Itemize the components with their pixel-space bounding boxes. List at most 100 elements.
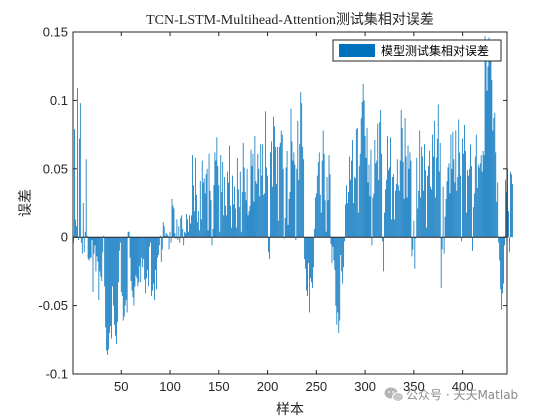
bar: [155, 237, 156, 271]
bar: [333, 237, 335, 261]
bar: [179, 237, 181, 243]
x-tick-label: 400: [452, 379, 474, 394]
bar: [120, 237, 122, 292]
bar: [355, 129, 357, 238]
bar: [392, 177, 393, 238]
bar: [455, 130, 457, 238]
bar: [95, 237, 97, 272]
bar: [429, 151, 430, 238]
bar: [397, 185, 399, 238]
bar: [422, 156, 424, 238]
bar: [322, 130, 324, 238]
bar: [188, 231, 189, 238]
bar: [480, 155, 482, 238]
bar: [116, 237, 117, 344]
y-tick-label: -0.1: [46, 367, 68, 382]
bar: [404, 118, 406, 238]
bar: [97, 237, 99, 262]
wechat-icon: [384, 387, 404, 402]
bar: [181, 215, 183, 238]
bar: [262, 144, 264, 238]
bar: [100, 237, 102, 277]
bar: [249, 205, 251, 238]
bar: [133, 237, 135, 306]
bar: [440, 237, 442, 288]
bar: [174, 233, 176, 238]
bar: [424, 144, 425, 238]
bar: [352, 140, 353, 238]
bar: [336, 237, 338, 325]
bar: [117, 237, 119, 283]
watermark: 公众号 · 天天Matlab: [384, 387, 518, 402]
bar: [243, 167, 245, 238]
bar: [470, 144, 471, 238]
bar: [363, 100, 365, 238]
bar: [376, 160, 378, 238]
bar: [128, 231, 130, 238]
bar: [230, 205, 231, 238]
bar: [490, 45, 492, 238]
bar: [84, 231, 86, 238]
bar: [499, 237, 501, 261]
x-tick-label: 200: [257, 379, 279, 394]
bar: [482, 151, 484, 238]
y-tick-label: 0: [61, 230, 68, 245]
bar: [237, 189, 239, 238]
bar: [380, 109, 382, 238]
bar: [191, 215, 192, 238]
bar: [486, 90, 488, 238]
bar: [377, 123, 379, 238]
watermark-text: 公众号 · 天天Matlab: [406, 388, 518, 402]
bar: [475, 134, 477, 238]
bar: [166, 234, 168, 238]
bar: [286, 151, 288, 238]
bar: [311, 237, 312, 283]
bar: [340, 237, 342, 255]
bar: [292, 160, 294, 238]
bar: [258, 168, 260, 238]
bar: [165, 233, 167, 238]
bar: [277, 220, 279, 238]
bar: [145, 237, 147, 294]
bar: [385, 189, 386, 238]
bar: [247, 215, 249, 238]
bar: [494, 112, 496, 238]
bar: [369, 196, 371, 238]
bar: [314, 197, 316, 238]
bar: [441, 237, 443, 250]
chart-title: TCN-LSTM-Multihead-Attention测试集相对误差: [146, 11, 434, 28]
bar: [368, 164, 370, 238]
bar: [125, 237, 127, 301]
bar: [278, 146, 280, 238]
bar: [503, 237, 504, 284]
bar: [496, 201, 498, 238]
bar: [372, 197, 374, 238]
bar: [236, 157, 238, 238]
x-tick-label: 350: [403, 379, 425, 394]
bar: [504, 237, 505, 246]
bar: [463, 153, 464, 238]
bar: [242, 142, 244, 238]
bar: [161, 237, 163, 250]
bar: [394, 190, 396, 238]
bar: [313, 228, 315, 238]
x-tick-label: 250: [305, 379, 327, 394]
bar: [410, 160, 412, 238]
bar: [231, 227, 232, 238]
bar: [299, 144, 301, 238]
bar: [426, 227, 427, 238]
bar: [428, 166, 429, 238]
bar: [313, 237, 314, 268]
bar: [456, 190, 458, 238]
bar: [273, 116, 274, 238]
bar: [257, 153, 259, 238]
bar: [194, 211, 195, 238]
bar: [180, 218, 182, 238]
bar: [483, 155, 485, 238]
bar: [175, 237, 177, 239]
bar: [121, 237, 123, 297]
bar: [343, 237, 345, 268]
bar: [107, 237, 109, 355]
y-axis-ticks: -0.1 -0.05 0 0.05 0.1 0.15: [38, 25, 507, 382]
